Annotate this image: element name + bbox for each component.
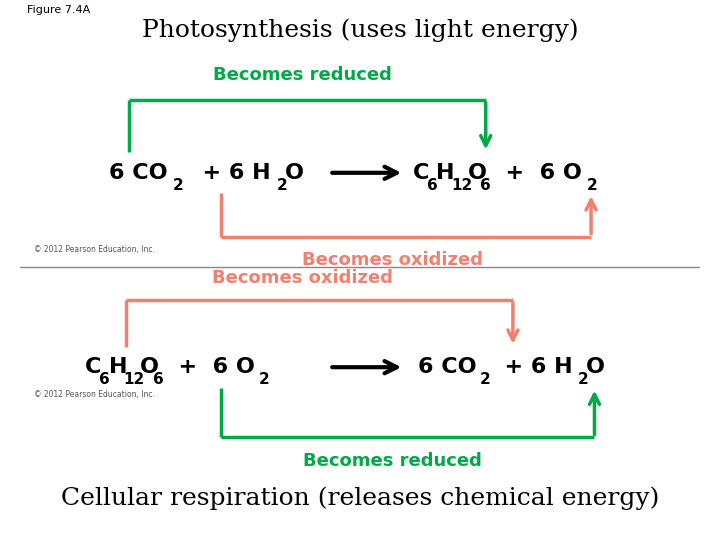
Text: Becomes reduced: Becomes reduced (303, 452, 482, 470)
Text: 12: 12 (451, 178, 472, 193)
Text: C: C (413, 163, 429, 183)
Text: Becomes oxidized: Becomes oxidized (302, 251, 483, 269)
Text: Cellular respiration (releases chemical energy): Cellular respiration (releases chemical … (60, 487, 660, 510)
Text: +  6 O: + 6 O (163, 357, 255, 377)
Text: O: O (140, 357, 159, 377)
Text: +  6 O: + 6 O (490, 163, 582, 183)
Text: O: O (585, 357, 605, 377)
Text: 2: 2 (577, 372, 588, 387)
Text: Becomes reduced: Becomes reduced (213, 66, 392, 84)
Text: 6: 6 (427, 178, 437, 193)
Text: 12: 12 (124, 372, 145, 387)
Text: 2: 2 (173, 178, 184, 193)
Text: H: H (436, 163, 454, 183)
Text: © 2012 Pearson Education, Inc.: © 2012 Pearson Education, Inc. (34, 245, 155, 254)
Text: 6 CO: 6 CO (109, 163, 167, 183)
Text: © 2012 Pearson Education, Inc.: © 2012 Pearson Education, Inc. (34, 390, 155, 399)
Text: H: H (109, 357, 127, 377)
Text: C: C (85, 357, 101, 377)
Text: 2: 2 (586, 178, 597, 193)
Text: 6: 6 (480, 178, 491, 193)
Text: Becomes oxidized: Becomes oxidized (212, 269, 392, 287)
Text: 6: 6 (99, 372, 109, 387)
Text: O: O (467, 163, 487, 183)
Text: Figure 7.4A: Figure 7.4A (27, 5, 90, 16)
Text: 6: 6 (153, 372, 163, 387)
Text: + 6 H: + 6 H (489, 357, 572, 377)
Text: Photosynthesis (uses light energy): Photosynthesis (uses light energy) (142, 19, 578, 43)
Text: + 6 H: + 6 H (186, 163, 270, 183)
Text: 6 CO: 6 CO (418, 357, 477, 377)
Text: O: O (285, 163, 305, 183)
Text: 2: 2 (480, 372, 490, 387)
Text: 2: 2 (277, 178, 288, 193)
Text: 2: 2 (258, 372, 269, 387)
